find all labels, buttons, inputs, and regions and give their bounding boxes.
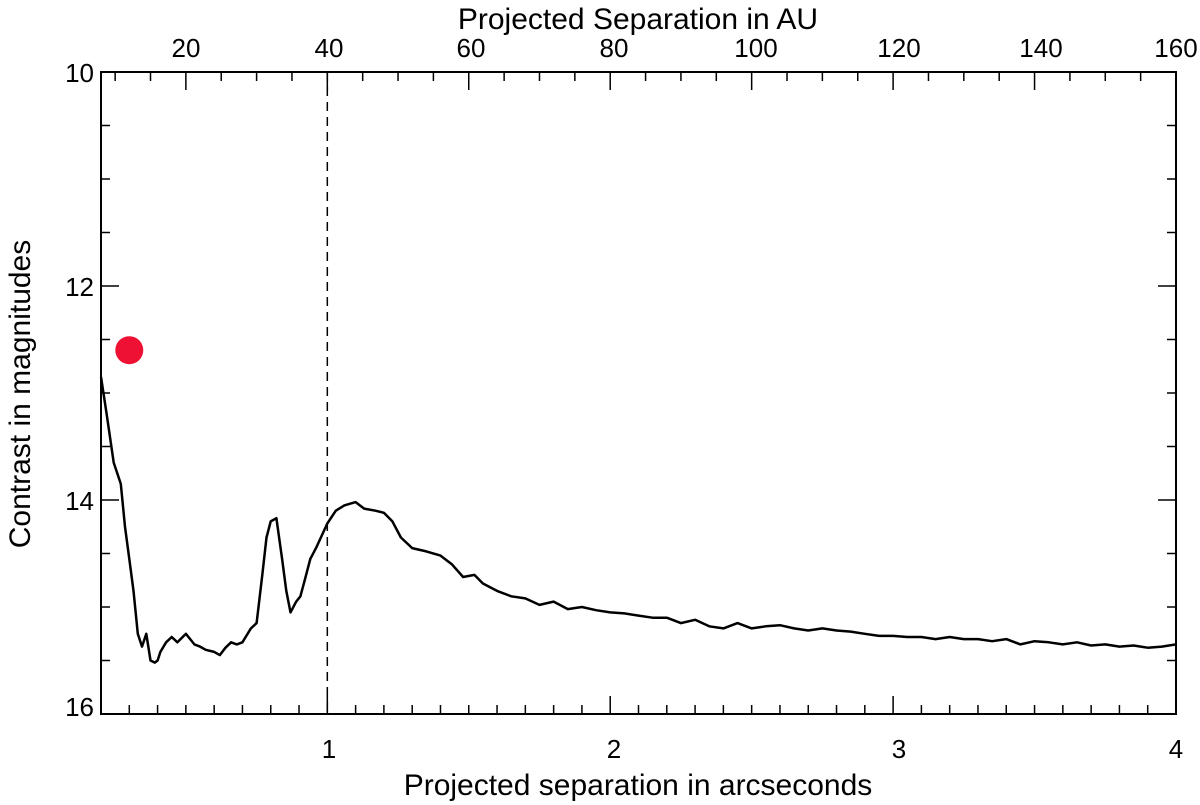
x-axis-title: Projected separation in arcseconds	[404, 769, 873, 802]
top-tick-label-20: 20	[172, 33, 201, 63]
top-tick-label-60: 60	[457, 33, 486, 63]
left-tick-label-16: 16	[65, 692, 94, 722]
left-tick-label-14: 14	[65, 486, 94, 516]
top-tick-label-100: 100	[734, 33, 777, 63]
axis-ticks	[100, 71, 1177, 715]
left-tick-labels: 10 12 14 16	[65, 58, 94, 722]
top-tick-label-40: 40	[315, 33, 344, 63]
y-axis-title: Contrast in magnitudes	[4, 240, 37, 549]
top-tick-label-140: 140	[1019, 33, 1062, 63]
top-tick-label-120: 120	[877, 33, 920, 63]
top-tick-label-80: 80	[600, 33, 629, 63]
contrast-curve-line-1	[99, 376, 1177, 664]
bottom-tick-label-4: 4	[1169, 734, 1183, 764]
bottom-tick-labels: 1 2 3 4	[322, 734, 1183, 764]
bottom-tick-label-3: 3	[892, 734, 906, 764]
top-tick-label-160: 160	[1154, 33, 1197, 63]
left-tick-label-10: 10	[65, 58, 94, 88]
bottom-tick-label-2: 2	[607, 734, 621, 764]
top-axis-title: Projected Separation in AU	[458, 3, 818, 36]
top-tick-labels: 20 40 60 80 100 120 140 160	[172, 33, 1198, 63]
left-tick-label-12: 12	[65, 272, 94, 302]
marker-layer	[115, 336, 144, 365]
bottom-tick-label-1: 1	[322, 734, 336, 764]
plot-frame	[100, 71, 1177, 715]
series-layer	[99, 376, 1177, 664]
companion-marker-1	[115, 336, 144, 365]
